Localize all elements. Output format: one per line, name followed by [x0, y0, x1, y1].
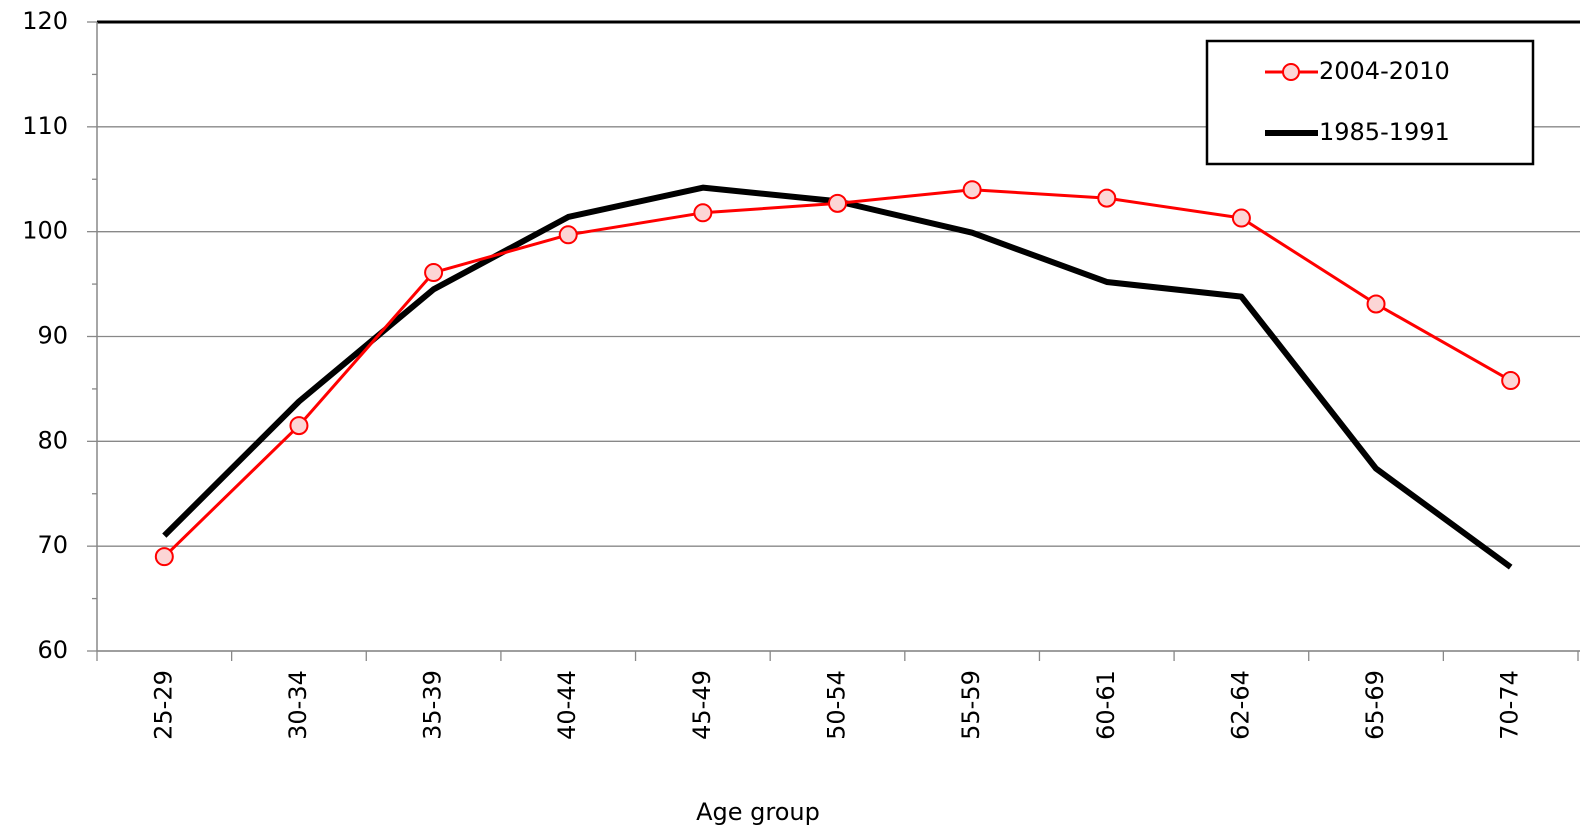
x-axis-title: Age group — [696, 798, 820, 826]
legend-label: 1985-1991 — [1319, 118, 1450, 146]
x-tick-label: 65-69 — [1361, 670, 1389, 740]
y-tick-label: 90 — [37, 322, 68, 350]
x-tick-label: 25-29 — [149, 670, 177, 740]
marker — [1366, 294, 1386, 314]
marker — [1501, 371, 1521, 391]
legend — [1205, 39, 1535, 166]
marker — [289, 416, 309, 436]
marker — [154, 547, 174, 567]
marker — [424, 263, 444, 283]
x-tick-label: 30-34 — [284, 670, 312, 740]
x-tick-label: 40-44 — [553, 670, 581, 740]
y-tick-label: 100 — [22, 217, 68, 245]
line — [163, 188, 1512, 558]
marker — [828, 193, 847, 213]
x-tick-label: 45-49 — [688, 670, 716, 740]
y-tick-label: 110 — [22, 112, 68, 140]
y-tick-label: 120 — [22, 7, 68, 35]
y-tick-label: 60 — [37, 636, 68, 664]
x-tick-label: 70-74 — [1496, 670, 1524, 740]
line — [162, 184, 1513, 570]
x-tick-label: 35-39 — [419, 670, 447, 740]
y-tick-label: 80 — [37, 426, 68, 454]
x-tick-label: 60-61 — [1092, 670, 1120, 740]
x-tick-label: 62-64 — [1226, 670, 1254, 740]
marker — [693, 203, 713, 223]
legend-label: 2004-2010 — [1319, 57, 1450, 85]
marker — [1097, 188, 1117, 208]
marker — [1231, 208, 1251, 228]
legend-marker — [1282, 63, 1300, 81]
marker — [558, 225, 578, 245]
x-tick-label: 55-59 — [957, 670, 985, 740]
marker — [962, 180, 982, 200]
x-tick-label: 50-54 — [823, 670, 851, 740]
y-tick-label: 70 — [37, 531, 68, 559]
